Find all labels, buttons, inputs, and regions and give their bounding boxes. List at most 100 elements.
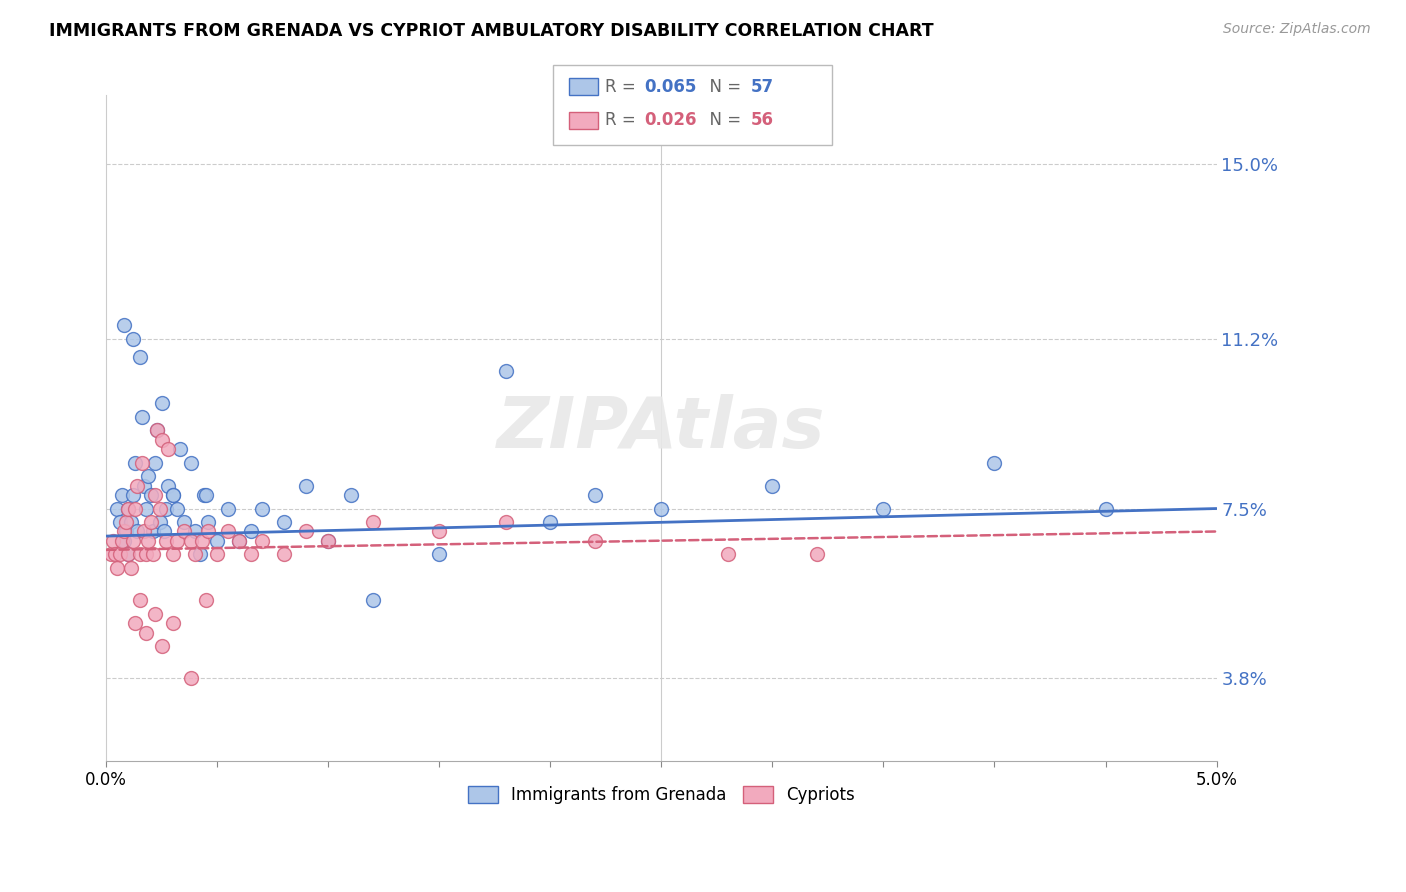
Point [132,478,155,492]
Point [108,548,131,562]
Point [135,548,157,562]
Point [190,533,212,548]
Point [193,488,215,502]
Text: 0.026: 0.026 [644,112,696,129]
Point [148,501,170,516]
Point [1094,501,1116,516]
Point [138,469,160,483]
Point [361,516,384,530]
Point [104,548,127,562]
Text: 56: 56 [751,112,773,129]
Point [173,516,195,530]
Point [228,533,250,548]
Point [127,524,149,539]
Point [128,350,150,364]
Point [169,442,191,456]
Text: 0.065: 0.065 [644,78,696,95]
Point [122,488,145,502]
Point [135,501,157,516]
Text: Source: ZipAtlas.com: Source: ZipAtlas.com [1223,22,1371,37]
Point [195,593,218,607]
Point [495,516,517,530]
Point [239,548,262,562]
Point [112,318,135,332]
Point [228,533,250,548]
Point [195,488,218,502]
Point [112,533,135,548]
Point [100,548,122,562]
Point [217,524,239,539]
Point [239,524,262,539]
Point [101,533,124,548]
Point [153,524,176,539]
Point [143,607,166,622]
Text: 57: 57 [751,78,773,95]
Point [128,593,150,607]
Point [124,616,146,631]
Point [117,501,139,516]
Point [148,516,170,530]
Point [184,548,207,562]
Point [495,364,517,378]
Point [157,478,180,492]
Point [127,478,149,492]
Text: N =: N = [699,112,747,129]
Point [162,548,184,562]
Point [150,640,173,654]
Point [761,478,783,492]
Point [872,501,894,516]
Point [143,456,166,470]
Point [983,456,1005,470]
Point [650,501,672,516]
Text: R =: R = [605,78,641,95]
Point [207,533,229,548]
Point [146,424,169,438]
Point [207,548,229,562]
Point [142,548,165,562]
Point [108,516,131,530]
Point [143,488,166,502]
Point [717,548,740,562]
Point [117,548,139,562]
Point [131,409,153,424]
Point [361,593,384,607]
Point [122,533,145,548]
Point [135,625,157,640]
Point [155,533,177,548]
Point [250,533,273,548]
Legend: Immigrants from Grenada, Cypriots: Immigrants from Grenada, Cypriots [460,778,863,813]
Point [162,488,184,502]
Point [120,516,142,530]
Text: N =: N = [699,78,747,95]
Point [139,516,162,530]
Point [166,501,188,516]
Point [124,501,146,516]
Point [166,533,188,548]
Point [273,548,295,562]
Point [806,548,828,562]
Point [316,533,339,548]
Point [217,501,239,516]
Point [128,548,150,562]
Point [150,433,173,447]
Point [538,516,561,530]
Point [180,456,202,470]
Point [180,672,202,686]
Point [105,561,128,575]
Point [122,332,145,346]
Point [184,524,207,539]
Point [139,488,162,502]
Point [112,524,135,539]
Point [105,501,128,516]
Point [273,516,295,530]
Point [124,456,146,470]
Point [250,501,273,516]
Point [427,548,450,562]
Text: R =: R = [605,112,641,129]
Point [132,524,155,539]
Point [316,533,339,548]
Point [427,524,450,539]
Point [146,424,169,438]
Point [111,533,134,548]
Point [142,524,165,539]
